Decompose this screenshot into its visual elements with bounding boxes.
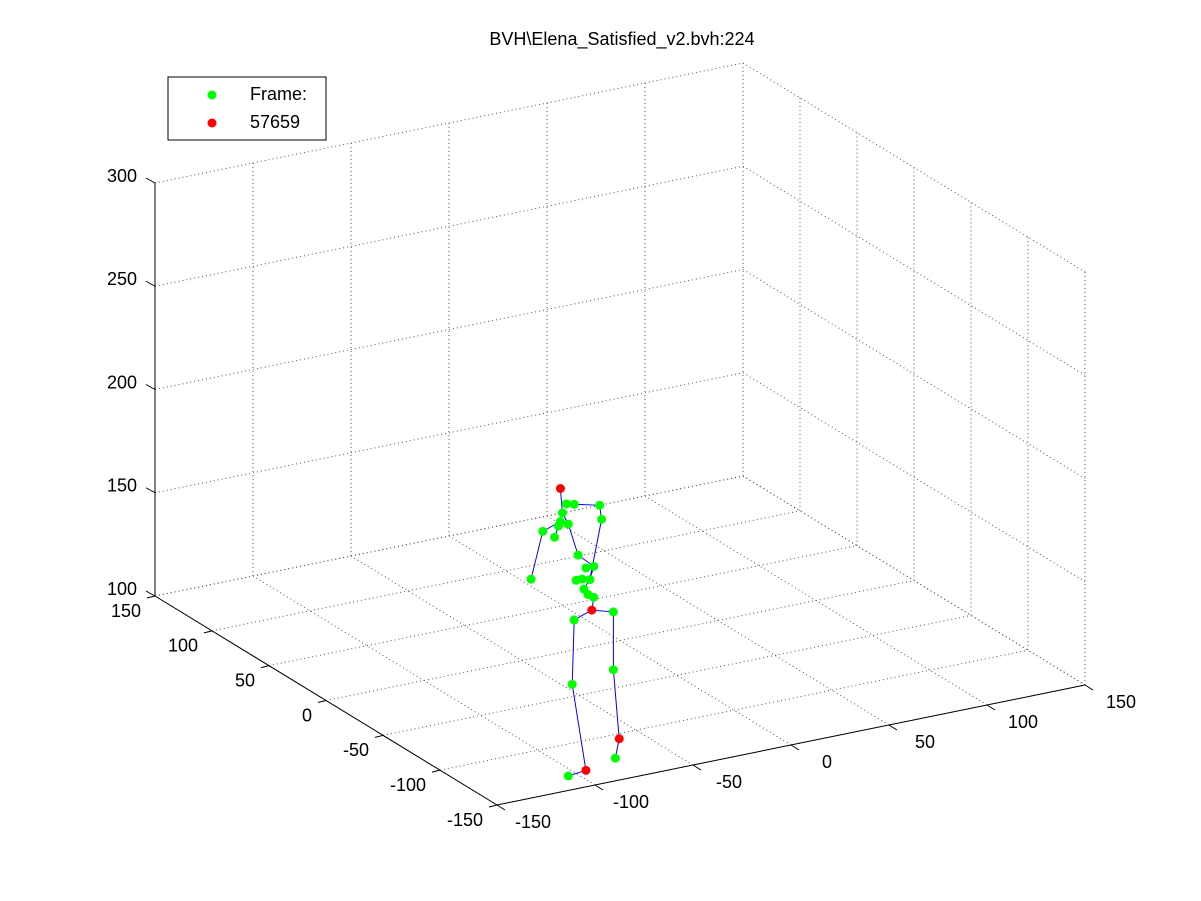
grid-line	[742, 62, 1086, 273]
grid-line	[211, 510, 801, 632]
tick-mark	[488, 804, 498, 808]
joint-marker	[587, 605, 597, 615]
joint-marker	[581, 765, 591, 775]
joint-marker	[608, 665, 618, 675]
x-tick-label: 50	[915, 732, 935, 752]
joint-marker	[561, 499, 571, 509]
joint-marker	[569, 615, 579, 625]
grid-line	[742, 269, 1086, 479]
joint-marker	[610, 753, 620, 763]
y-tick-label: 100	[168, 636, 198, 656]
tick-mark	[145, 590, 156, 597]
joint-marker	[569, 499, 579, 509]
tick-mark	[317, 700, 327, 703]
grid-line	[742, 165, 1086, 376]
chart-title: BVH\Elena_Satisfied_v2.bvh:224	[489, 29, 754, 50]
joint-marker	[563, 771, 573, 781]
tick-mark	[145, 487, 156, 494]
grid-line	[742, 372, 1086, 583]
legend-label: Frame:	[250, 84, 307, 104]
joint-marker	[589, 561, 599, 571]
joint-marker	[585, 575, 595, 585]
tick-mark	[374, 734, 384, 738]
tick-mark	[260, 665, 270, 669]
grid-line	[154, 475, 744, 597]
legend-box	[167, 76, 327, 141]
grid-line	[439, 649, 1029, 771]
joint-marker	[595, 500, 605, 510]
x-tick-label: -50	[716, 772, 742, 792]
z-tick-label: 100	[107, 579, 137, 599]
tick-mark	[1084, 684, 1094, 691]
joint-marker	[577, 574, 587, 584]
z-tick-label: 300	[107, 166, 137, 186]
joint-marker	[555, 483, 565, 493]
tick-mark	[790, 744, 800, 751]
x-tick-label: 150	[1106, 692, 1136, 712]
grid-line	[268, 545, 858, 667]
y-tick-label: -150	[447, 810, 483, 830]
tick-mark	[431, 769, 441, 773]
grid-line	[154, 372, 744, 494]
joint-marker	[557, 508, 567, 518]
grid-line	[154, 165, 744, 287]
tick-mark	[145, 280, 156, 287]
joint-marker	[567, 679, 577, 689]
tick-mark	[203, 630, 213, 634]
z-tick-label: 250	[107, 269, 137, 289]
grid-line	[382, 614, 972, 736]
x-tick-label: 100	[1008, 712, 1038, 732]
tick-mark	[145, 384, 156, 390]
y-tick-label: -100	[390, 775, 426, 795]
joint-marker	[526, 574, 536, 584]
grid-line	[154, 62, 744, 184]
tick-mark	[692, 764, 702, 771]
tick-mark	[145, 177, 156, 184]
joint-marker	[563, 519, 573, 529]
tick-mark	[986, 704, 996, 711]
y-tick-label: 150	[111, 601, 141, 621]
grid-line	[742, 475, 1086, 686]
grid-line	[154, 269, 744, 390]
joint-marker	[538, 526, 548, 536]
y-tick-label: 0	[302, 705, 312, 725]
joint-marker	[608, 607, 618, 617]
joint-marker	[589, 592, 599, 602]
legend-label: 57659	[250, 112, 300, 132]
tick-mark	[146, 595, 156, 599]
z-tick-label: 150	[107, 476, 137, 496]
joint-marker	[581, 563, 591, 573]
x-tick-label: -150	[515, 812, 551, 832]
joint-marker	[553, 521, 563, 531]
x-tick-label: 0	[822, 752, 832, 772]
joint-marker	[573, 550, 583, 560]
legend-marker	[207, 118, 217, 128]
tick-mark	[888, 724, 898, 731]
z-tick-label: 200	[107, 372, 137, 392]
grid-line	[325, 580, 915, 701]
x-tick-label: -100	[613, 792, 649, 812]
tick-mark	[594, 784, 604, 791]
y-tick-label: 50	[235, 670, 255, 690]
y-tick-label: -50	[343, 740, 369, 760]
joint-marker	[597, 514, 607, 524]
joint-marker	[614, 734, 624, 744]
legend-marker	[207, 90, 217, 100]
joint-marker	[550, 532, 560, 542]
tick-mark	[496, 804, 506, 811]
